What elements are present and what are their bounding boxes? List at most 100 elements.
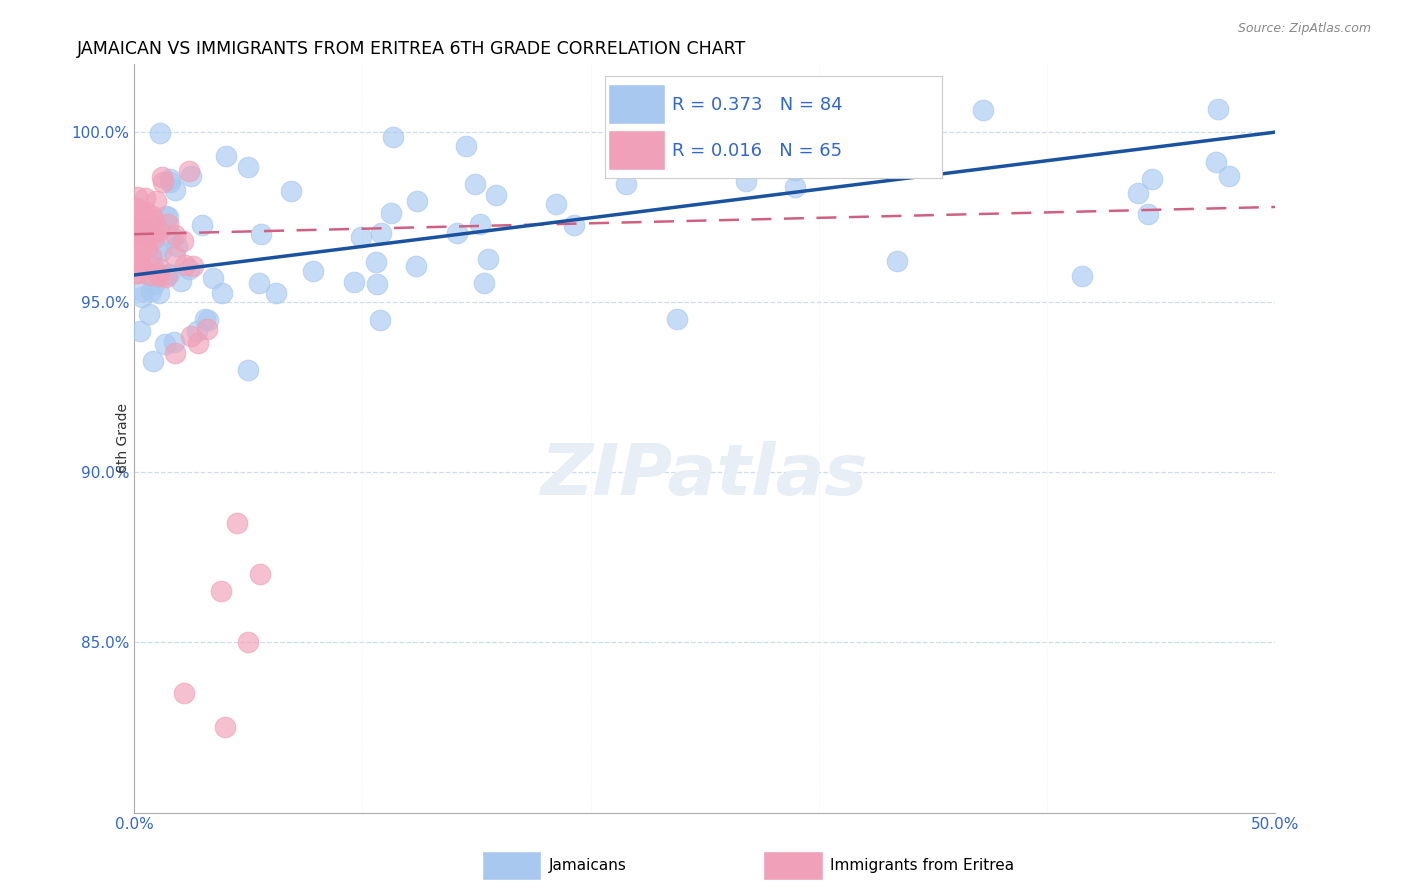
Point: [128, 255, 150, 269]
Text: R = 0.016   N = 65: R = 0.016 N = 65: [672, 142, 842, 160]
Point: [129, 246, 152, 260]
Point: [141, 209, 163, 223]
Point: [546, 196, 568, 211]
Point: [1070, 268, 1092, 283]
Point: [783, 163, 806, 178]
Point: [162, 229, 184, 244]
Point: [129, 260, 152, 274]
Point: [477, 252, 499, 266]
Point: [124, 249, 146, 263]
Point: [169, 274, 191, 288]
Point: [125, 231, 148, 245]
Point: [131, 208, 153, 222]
Point: [350, 230, 373, 244]
Point: [125, 211, 148, 226]
Point: [783, 179, 806, 194]
Point: [380, 206, 402, 220]
Point: [143, 226, 166, 240]
Point: [148, 285, 170, 300]
Point: [165, 249, 187, 263]
Point: [280, 184, 302, 198]
Point: [474, 276, 496, 290]
Text: Immigrants from Eritrea: Immigrants from Eritrea: [830, 858, 1014, 872]
Point: [1205, 154, 1227, 169]
Point: [139, 285, 162, 299]
Point: [197, 313, 219, 327]
Point: [125, 266, 148, 280]
Point: [368, 313, 391, 327]
Point: [666, 312, 689, 326]
Point: [155, 209, 177, 223]
Point: [157, 211, 180, 225]
Point: [901, 147, 924, 161]
Point: [564, 218, 586, 232]
Point: [131, 220, 153, 235]
Point: [614, 177, 637, 191]
Point: [172, 234, 194, 248]
Point: [159, 175, 181, 189]
Point: [454, 139, 477, 153]
Text: R = 0.373   N = 84: R = 0.373 N = 84: [672, 95, 842, 113]
Point: [148, 224, 170, 238]
Point: [485, 188, 508, 202]
Point: [302, 264, 325, 278]
Point: [143, 277, 166, 292]
Point: [179, 163, 201, 178]
Point: [972, 103, 994, 117]
Point: [214, 721, 236, 735]
Point: [134, 235, 156, 250]
Point: [146, 266, 169, 280]
Point: [128, 266, 150, 280]
Point: [139, 249, 162, 263]
Y-axis label: 6th Grade: 6th Grade: [115, 403, 129, 474]
Point: [165, 346, 187, 360]
Point: [125, 213, 148, 227]
Point: [149, 127, 172, 141]
Point: [165, 228, 187, 243]
Text: Source: ZipAtlas.com: Source: ZipAtlas.com: [1237, 22, 1371, 36]
Point: [249, 567, 271, 582]
Point: [247, 277, 270, 291]
Point: [211, 285, 233, 300]
Point: [143, 231, 166, 245]
Point: [1208, 102, 1230, 116]
Point: [159, 267, 181, 281]
Point: [134, 226, 156, 240]
Point: [370, 226, 392, 240]
Point: [132, 210, 155, 224]
Text: Jamaicans: Jamaicans: [548, 858, 626, 872]
Point: [145, 194, 167, 208]
Point: [180, 169, 202, 183]
Point: [1128, 186, 1150, 200]
Point: [163, 184, 186, 198]
Point: [209, 584, 232, 599]
Point: [131, 285, 153, 299]
Point: [149, 244, 172, 259]
Point: [366, 277, 388, 292]
Point: [1142, 172, 1164, 186]
Point: [148, 260, 170, 275]
Point: [131, 231, 153, 245]
Point: [886, 254, 908, 268]
Point: [139, 228, 162, 243]
Point: [129, 204, 152, 219]
Point: [125, 201, 148, 215]
Point: [128, 256, 150, 270]
Point: [135, 205, 157, 219]
Point: [382, 130, 405, 145]
Point: [464, 178, 486, 192]
Point: [138, 226, 160, 240]
Point: [194, 312, 217, 326]
Point: [127, 220, 149, 235]
Point: [141, 227, 163, 241]
Point: [142, 354, 165, 368]
Point: [134, 191, 156, 205]
Point: [238, 362, 260, 376]
Point: [405, 259, 427, 273]
Point: [136, 213, 159, 227]
FancyBboxPatch shape: [607, 84, 665, 124]
Point: [179, 261, 201, 276]
Point: [139, 268, 162, 282]
Point: [236, 160, 259, 174]
Point: [128, 324, 150, 338]
